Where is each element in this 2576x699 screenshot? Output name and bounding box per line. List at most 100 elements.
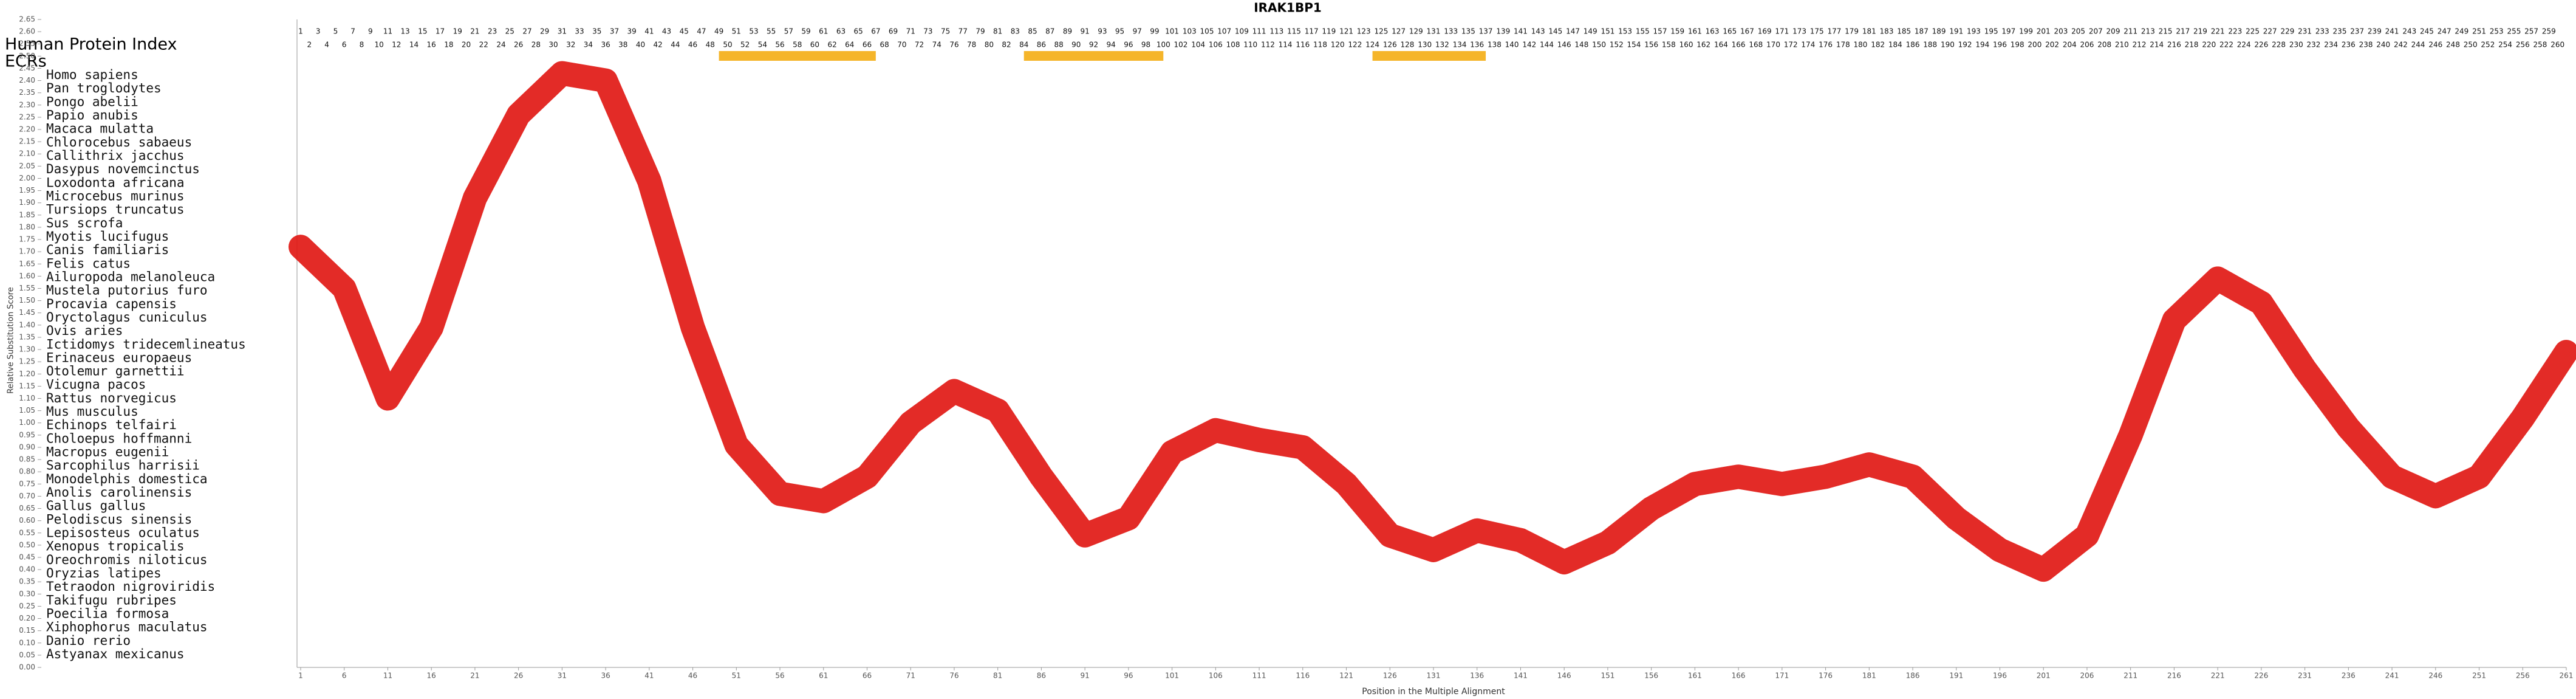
position-number: 26 <box>514 41 523 49</box>
position-number: 218 <box>2185 41 2199 49</box>
species-name: Ictidomys tridecemlineatus <box>46 337 246 351</box>
position-number: 254 <box>2498 41 2512 49</box>
position-number: 251 <box>2472 27 2486 36</box>
species-name: Rattus norvegicus <box>46 391 177 405</box>
position-number: 50 <box>723 41 732 49</box>
y-tick-label: 1.40 <box>19 320 35 329</box>
x-tick-label: 76 <box>949 672 958 680</box>
species-name: Oryctolagus cuniculus <box>46 310 208 325</box>
position-number: 156 <box>1644 41 1658 49</box>
position-number: 107 <box>1217 27 1231 36</box>
y-tick-label: 1.50 <box>19 296 35 305</box>
position-number: 141 <box>1514 27 1528 36</box>
position-number: 16 <box>427 41 436 49</box>
position-number: 58 <box>793 41 802 49</box>
position-number: 2 <box>307 41 312 49</box>
species-name: Pongo abelii <box>46 94 138 109</box>
species-name: Danio rerio <box>46 633 131 648</box>
x-tick-label: 36 <box>601 672 610 680</box>
position-number: 244 <box>2411 41 2425 49</box>
position-number: 182 <box>1871 41 1885 49</box>
position-number: 164 <box>1714 41 1728 49</box>
position-number: 59 <box>801 27 810 36</box>
x-tick-label: 146 <box>1557 672 1571 680</box>
position-number: 231 <box>2298 27 2312 36</box>
position-number: 87 <box>1045 27 1054 36</box>
y-tick-label: 2.15 <box>19 137 35 146</box>
x-tick-label: 186 <box>1906 672 1920 680</box>
position-number: 256 <box>2516 41 2530 49</box>
position-number: 40 <box>636 41 645 49</box>
position-number: 86 <box>1037 41 1046 49</box>
position-number: 63 <box>836 27 846 36</box>
position-number: 4 <box>324 41 329 49</box>
species-name: Papio anubis <box>46 108 138 122</box>
position-number: 127 <box>1392 27 1406 36</box>
y-tick-label: 1.25 <box>19 357 35 366</box>
x-tick-label: 256 <box>2516 672 2530 680</box>
position-number: 174 <box>1801 41 1815 49</box>
x-tick-label: 236 <box>2342 672 2356 680</box>
position-number: 100 <box>1156 41 1170 49</box>
species-name: Homo sapiens <box>46 67 138 82</box>
position-number: 165 <box>1723 27 1737 36</box>
position-number: 178 <box>1836 41 1850 49</box>
position-number: 66 <box>863 41 872 49</box>
position-number: 187 <box>1915 27 1929 36</box>
position-number: 89 <box>1063 27 1072 36</box>
x-tick-label: 16 <box>427 672 436 680</box>
species-name: Lepisosteus oculatus <box>46 526 200 540</box>
y-tick-label: 2.65 <box>19 15 35 24</box>
species-name: Loxodonta africana <box>46 175 185 190</box>
position-number: 101 <box>1165 27 1179 36</box>
position-number: 181 <box>1862 27 1876 36</box>
position-number: 12 <box>392 41 401 49</box>
species-name: Callithrix jacchus <box>46 148 185 163</box>
y-tick-label: 2.35 <box>19 88 35 97</box>
y-tick-label: 0.65 <box>19 504 35 512</box>
position-number: 10 <box>374 41 383 49</box>
position-number: 142 <box>1522 41 1536 49</box>
x-tick-label: 41 <box>644 672 654 680</box>
position-number: 240 <box>2376 41 2390 49</box>
position-number: 233 <box>2315 27 2329 36</box>
x-tick-label: 21 <box>470 672 479 680</box>
position-number: 48 <box>706 41 715 49</box>
position-number: 161 <box>1688 27 1702 36</box>
position-number: 149 <box>1584 27 1597 36</box>
position-number: 125 <box>1374 27 1388 36</box>
position-number: 33 <box>575 27 584 36</box>
position-number: 69 <box>889 27 898 36</box>
position-number: 202 <box>2045 41 2059 49</box>
position-number: 54 <box>758 41 767 49</box>
position-number: 98 <box>1141 41 1150 49</box>
x-tick-label: 226 <box>2254 672 2268 680</box>
species-name: Chlorocebus sabaeus <box>46 135 192 150</box>
y-tick-label: 1.30 <box>19 345 35 354</box>
position-number: 97 <box>1133 27 1142 36</box>
position-number: 114 <box>1279 41 1293 49</box>
species-name: Ailuropoda melanoleuca <box>46 269 215 284</box>
x-tick-label: 201 <box>2037 672 2051 680</box>
species-name: Sus scrofa <box>46 216 123 230</box>
y-tick-label: 1.70 <box>19 247 35 256</box>
position-number: 62 <box>827 41 836 49</box>
position-number: 223 <box>2228 27 2242 36</box>
position-number: 39 <box>627 27 637 36</box>
position-number: 236 <box>2342 41 2356 49</box>
position-number: 221 <box>2211 27 2225 36</box>
position-number: 235 <box>2333 27 2347 36</box>
position-number: 213 <box>2141 27 2155 36</box>
x-tick-label: 61 <box>819 672 828 680</box>
position-number: 201 <box>2037 27 2051 36</box>
position-number: 25 <box>505 27 514 36</box>
y-tick-label: 1.05 <box>19 406 35 415</box>
position-number: 117 <box>1305 27 1319 36</box>
x-tick-label: 46 <box>688 672 697 680</box>
position-number: 47 <box>697 27 706 36</box>
y-tick-label: 0.35 <box>19 577 35 586</box>
position-number: 170 <box>1766 41 1780 49</box>
position-number: 203 <box>2054 27 2068 36</box>
position-number: 212 <box>2133 41 2147 49</box>
